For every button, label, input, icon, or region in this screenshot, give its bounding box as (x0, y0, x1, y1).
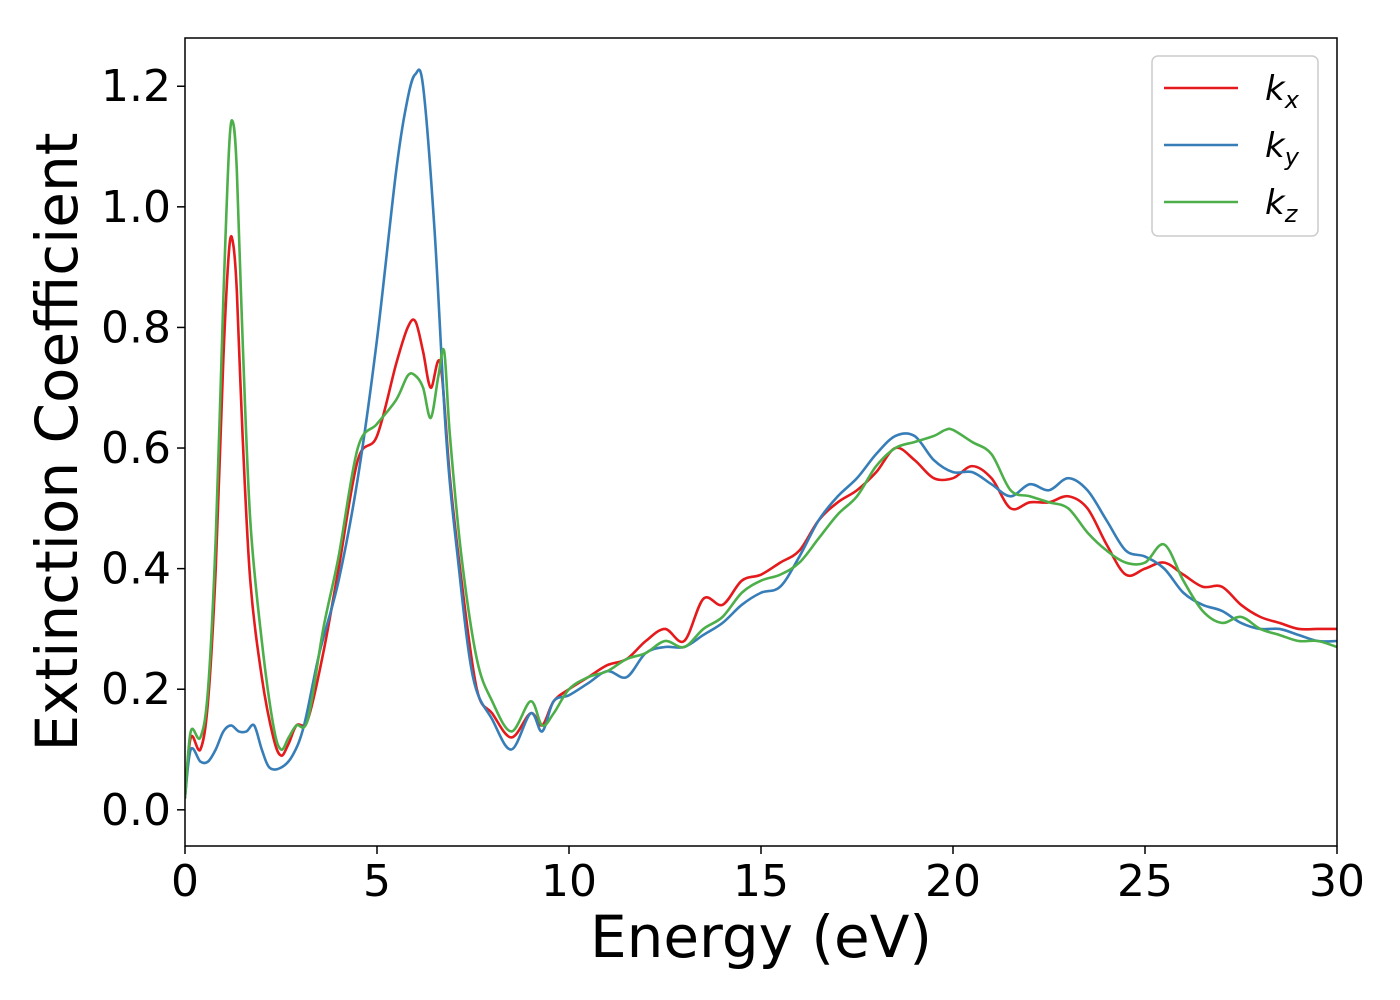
x-axis-title: Energy (eV) (590, 903, 932, 971)
x-tick-label: 5 (363, 856, 391, 907)
x-tick-label: 15 (733, 856, 789, 907)
x-tick-label: 0 (171, 856, 199, 907)
legend-label-main: k (1265, 183, 1286, 223)
legend-label-z: kz (1265, 183, 1299, 228)
x-tick-label: 25 (1117, 856, 1173, 907)
legend-label-sub: x (1284, 86, 1300, 114)
legend-label-y: ky (1265, 126, 1300, 171)
series-line-z (185, 119, 1337, 800)
legend-label-sub: z (1284, 200, 1299, 228)
x-tick-label: 10 (541, 856, 597, 907)
legend-label-main: k (1265, 126, 1286, 166)
legend-label-sub: y (1284, 143, 1300, 171)
y-tick-label: 0.8 (101, 302, 171, 353)
series-layer (185, 68, 1337, 800)
x-axis-ticks: 0 5 10 15 20 25 30 (171, 846, 1365, 907)
y-tick-label: 0.6 (101, 423, 171, 474)
y-tick-label: 0.0 (101, 785, 171, 836)
y-tick-label: 1.2 (101, 61, 171, 112)
legend-label-main: k (1265, 69, 1286, 109)
y-tick-label: 0.4 (101, 544, 171, 595)
y-tick-label: 0.2 (101, 664, 171, 715)
y-tick-label: 1.0 (101, 182, 171, 233)
y-axis-ticks: 0.0 0.2 0.4 0.6 0.8 1.0 1.2 (101, 61, 185, 836)
y-axis-title: Extinction Coefficient (23, 133, 91, 752)
legend-label-x: kx (1265, 69, 1300, 114)
x-tick-label: 30 (1309, 856, 1365, 907)
x-tick-label: 20 (925, 856, 981, 907)
